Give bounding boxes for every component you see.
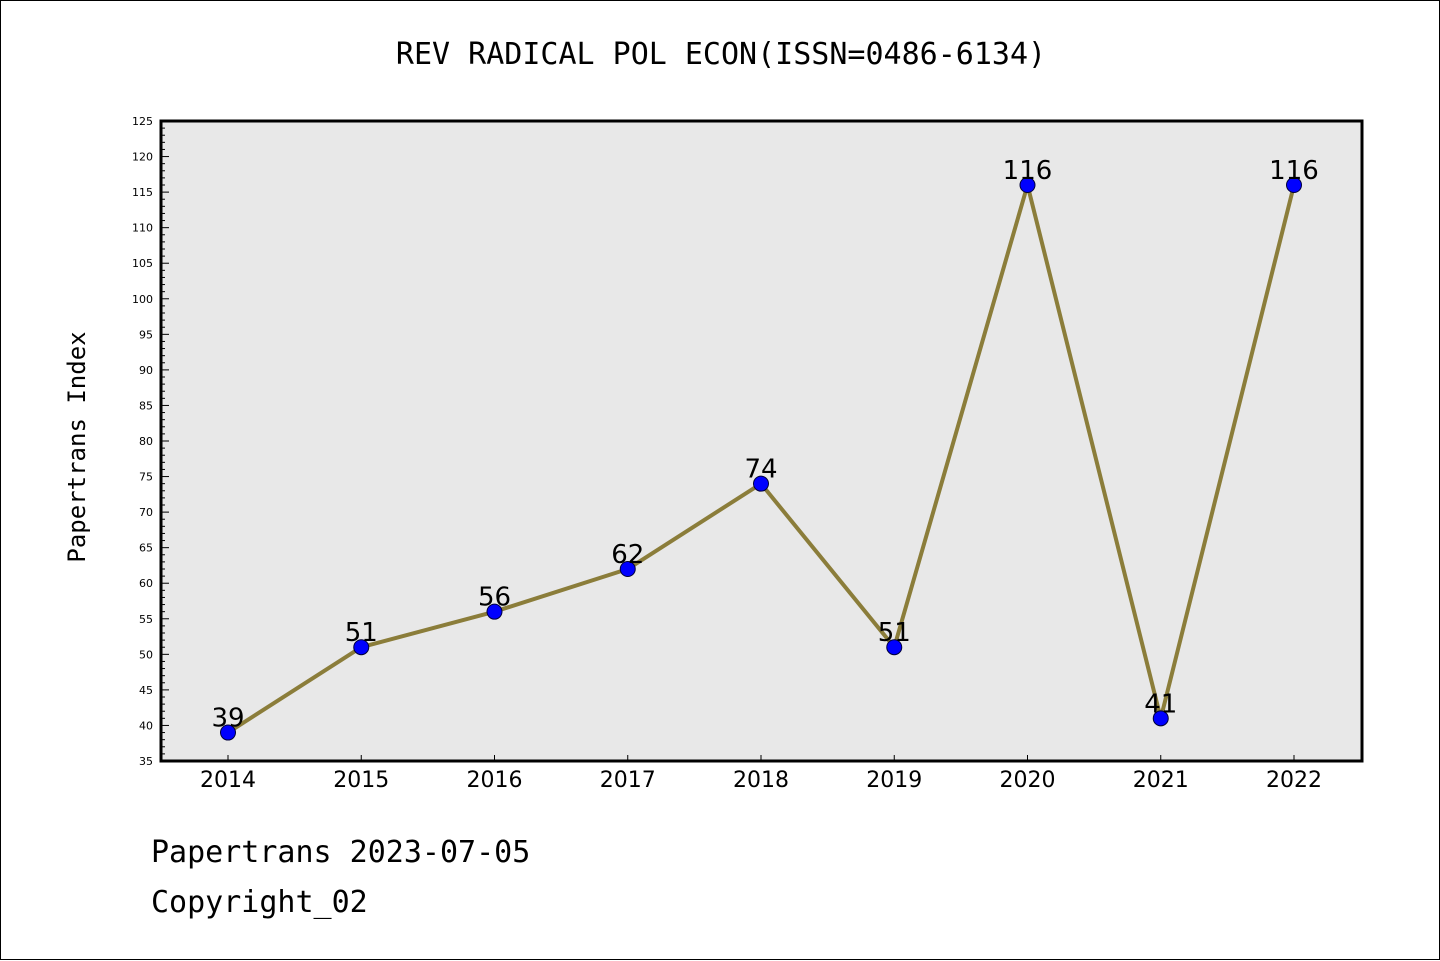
y-tick-label: 100 (132, 293, 153, 306)
y-tick-label: 70 (139, 506, 153, 519)
plot-border (159, 119, 1364, 763)
data-label: 62 (611, 540, 644, 570)
data-point (1019, 177, 1036, 193)
y-tick-label: 75 (139, 471, 153, 484)
data-point (220, 724, 236, 741)
y-tick-label: 65 (139, 542, 153, 555)
x-tick-label: 2020 (1000, 768, 1056, 793)
x-tick-label: 2017 (600, 768, 656, 793)
data-label: 41 (1144, 689, 1177, 719)
y-tick-label: 125 (132, 115, 153, 128)
data-label: 74 (744, 455, 777, 485)
x-tick-label: 2019 (866, 768, 922, 793)
x-tick-label: 2016 (467, 768, 523, 793)
y-tick-label: 85 (139, 399, 153, 412)
data-point (353, 639, 370, 656)
y-tick-label: 95 (139, 328, 153, 341)
data-label: 39 (211, 704, 244, 734)
plot-area (161, 121, 1362, 761)
chart-title: REV RADICAL POL ECON(ISSN=0486-6134) (395, 37, 1047, 72)
data-label: 116 (1269, 156, 1319, 186)
footer-copyright: Copyright_02 (151, 885, 368, 920)
y-tick-label: 80 (139, 435, 153, 448)
y-tick-label: 105 (132, 257, 153, 270)
x-tick-label: 2018 (733, 768, 789, 793)
y-tick-label: 110 (132, 222, 153, 235)
data-label: 51 (878, 618, 911, 648)
y-tick-label: 50 (139, 648, 153, 661)
data-point (753, 475, 769, 492)
x-tick-label: 2014 (200, 768, 256, 793)
data-point (486, 603, 503, 620)
data-point (619, 561, 636, 577)
y-tick-label: 120 (132, 151, 153, 164)
data-point (886, 639, 903, 656)
data-label: 51 (345, 618, 378, 648)
x-tick-label: 2022 (1266, 768, 1322, 793)
y-tick-label: 45 (139, 684, 153, 697)
data-label: 56 (478, 583, 511, 613)
y-tick-label: 90 (139, 364, 153, 377)
data-label: 116 (1003, 156, 1053, 186)
x-tick-label: 2015 (333, 768, 389, 793)
y-tick-label: 40 (139, 719, 153, 732)
y-tick-label: 115 (132, 186, 153, 199)
y-tick-label: 60 (139, 577, 153, 590)
y-tick-label: 35 (139, 755, 153, 768)
data-point (1152, 710, 1169, 727)
y-tick-label: 55 (139, 613, 153, 626)
footer-date: Papertrans 2023-07-05 (151, 835, 531, 870)
x-tick-label: 2021 (1133, 768, 1189, 793)
data-point (1286, 177, 1302, 193)
